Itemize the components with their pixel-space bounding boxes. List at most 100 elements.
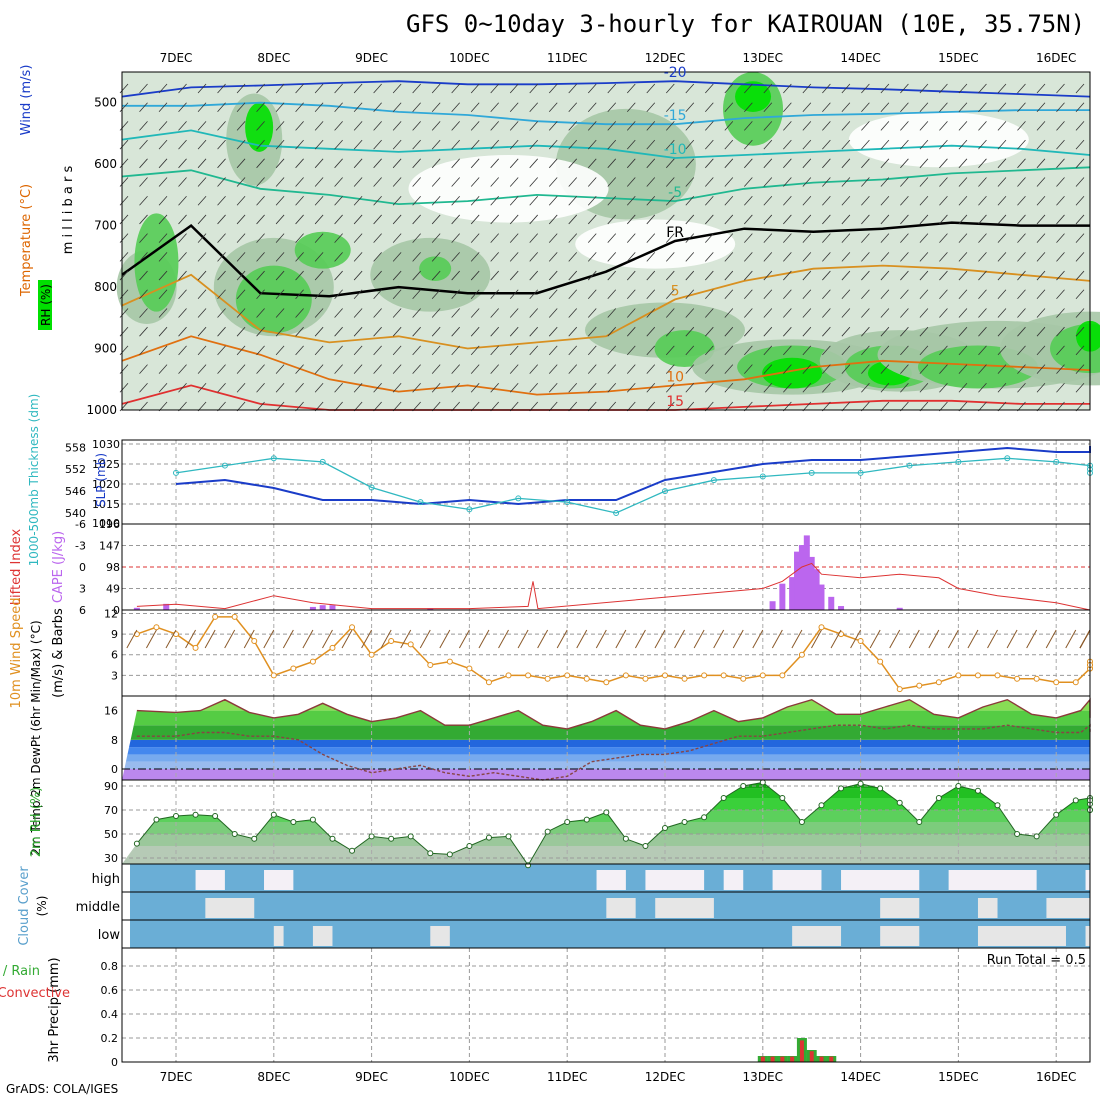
wind-barb — [900, 364, 909, 374]
precip-conv-bar — [829, 1056, 834, 1062]
wind-speed-point — [935, 679, 942, 686]
wind-barb — [626, 102, 636, 112]
cloud-clear-patch — [723, 870, 744, 890]
wind-barb — [841, 121, 851, 131]
wind-barb — [314, 252, 324, 262]
wind-barb — [256, 102, 265, 112]
wind-barb — [392, 270, 402, 281]
wind-barb — [373, 158, 382, 169]
wind-speed-point — [857, 637, 864, 644]
wind-barb — [509, 195, 519, 206]
cloud-axis-label: Cloud Cover — [17, 866, 32, 946]
wind-barb — [295, 195, 304, 206]
wind-barb — [451, 326, 460, 337]
wind-barb — [665, 289, 675, 300]
wind-barb — [1075, 121, 1085, 131]
wind-barb — [139, 270, 148, 281]
wind-barb — [412, 289, 421, 300]
wind-barb — [490, 177, 499, 187]
wind-barb — [880, 289, 890, 300]
wind-barb — [880, 233, 890, 243]
wind-barb — [295, 177, 304, 187]
wind-barb — [392, 158, 402, 169]
wind-barb — [275, 121, 285, 131]
wind-barb — [217, 383, 226, 393]
rh-point — [994, 802, 1001, 809]
wind-speed-point — [720, 672, 727, 679]
rh-contour-region — [762, 357, 823, 389]
wind-barb — [958, 233, 968, 243]
wind-barb — [802, 364, 812, 374]
wind-barb — [744, 102, 753, 112]
temp-band — [122, 710, 1090, 726]
wind-barb — [607, 233, 617, 243]
wind-barb — [646, 364, 656, 374]
wind-barb — [1017, 83, 1026, 94]
wind-barb — [451, 83, 460, 94]
wind-barb — [373, 195, 382, 206]
wind-barb — [1036, 326, 1046, 337]
wind-barb — [861, 195, 870, 206]
wind-barb — [665, 195, 675, 206]
wind-barb — [587, 139, 597, 150]
legend-temperature: Temperature (°C) — [19, 184, 34, 297]
wind-barb — [665, 326, 675, 337]
wind-barb — [509, 289, 519, 300]
wind-barb — [841, 158, 851, 169]
wind-barb — [529, 252, 539, 262]
wind-barb — [119, 195, 129, 206]
wind-barb — [900, 345, 909, 356]
cloud-clear-patch — [948, 870, 1037, 890]
pressure-tick-label: 1000 — [86, 403, 117, 417]
x-tick-label-bottom: 7DEC — [160, 1070, 193, 1084]
wind-barb — [1017, 102, 1026, 112]
wind-barb — [509, 270, 519, 281]
wind-barb — [139, 289, 148, 300]
wind-barb — [217, 233, 226, 243]
li-tick-label: 0 — [79, 561, 86, 574]
wind-barb — [607, 308, 617, 318]
wind-barb — [509, 139, 519, 150]
wind-barb — [490, 289, 499, 300]
wind-barb — [626, 383, 636, 393]
wind-barb — [987, 629, 998, 649]
cloud-clear-patch — [977, 926, 1066, 946]
wind-barb — [744, 270, 753, 281]
wind-barb — [908, 629, 920, 649]
wind-barb — [763, 308, 773, 318]
wind-barb — [587, 383, 597, 393]
wind-barb — [431, 326, 441, 337]
wind-barb — [451, 121, 460, 131]
wind-barb — [802, 195, 812, 206]
wind-barb — [275, 326, 285, 337]
wind-barb — [744, 121, 753, 131]
wind-barb — [880, 252, 890, 262]
cape-bar — [163, 603, 170, 610]
wind-barb — [568, 214, 578, 225]
wind-barb — [997, 195, 1007, 206]
wind-barb — [392, 102, 402, 112]
wind-barb — [119, 326, 129, 337]
wind-barb — [197, 195, 207, 206]
wind-barb — [880, 83, 890, 94]
wind-barb — [646, 233, 656, 243]
rh-point — [818, 802, 825, 809]
wind-barb — [665, 102, 675, 112]
wind-barb — [412, 270, 421, 281]
wind-barb — [705, 214, 714, 225]
wind-barb — [529, 364, 539, 374]
rh-point — [798, 819, 805, 825]
cloud-clear-patch — [1046, 898, 1090, 918]
wind-barb — [978, 345, 987, 356]
wind-barb — [1065, 629, 1077, 649]
wind-barb — [587, 195, 597, 206]
wind-barb — [178, 383, 187, 393]
wind-speed-point — [564, 672, 571, 679]
wind-barb — [939, 326, 948, 337]
wind-barb — [1056, 195, 1065, 206]
legend-wind: Wind (m/s) — [19, 65, 34, 136]
wind-barb — [178, 270, 187, 281]
wind-barb — [256, 252, 265, 262]
wind-barb — [139, 121, 148, 131]
